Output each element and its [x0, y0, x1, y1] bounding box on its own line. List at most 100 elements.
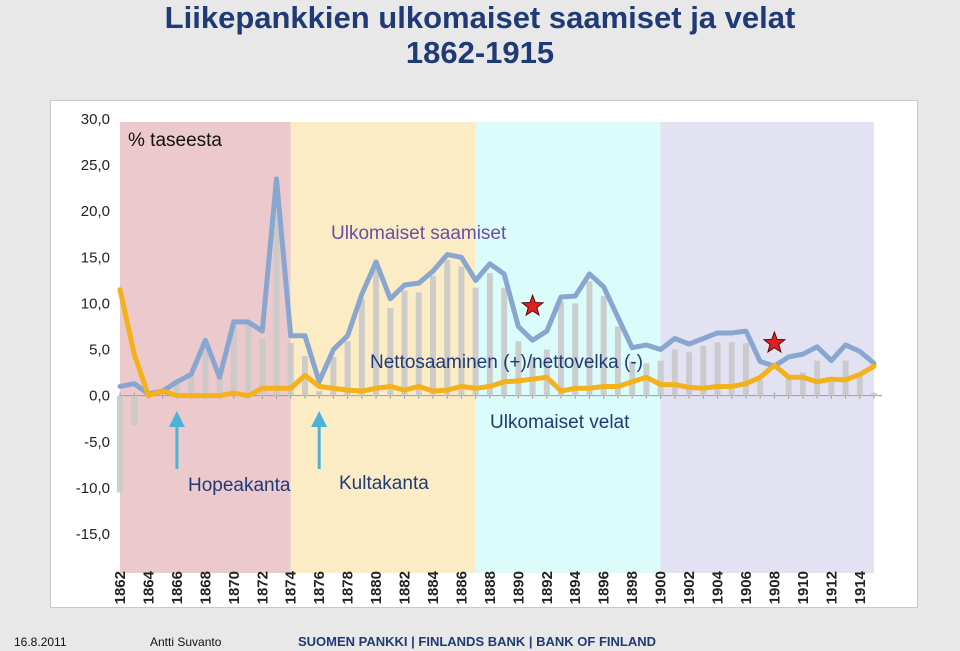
x-tick-label: 1870 [226, 571, 243, 604]
bar-net-position [657, 360, 664, 396]
annotation-kultakanta: Kultakanta [339, 473, 429, 494]
bar-net-position [387, 308, 394, 396]
kultakanta-arrow-head [311, 411, 328, 427]
x-tick-label: 1904 [710, 570, 727, 604]
x-tick-label: 1914 [852, 570, 869, 604]
x-tick-label: 1908 [766, 571, 783, 604]
page-subtitle: 1862-1915 [405, 35, 555, 70]
y-tick-label: -5,0 [84, 434, 110, 451]
x-tick-label: 1880 [368, 571, 385, 604]
bar-net-position [287, 343, 294, 396]
x-tick-label: 1876 [311, 571, 328, 604]
x-tick-label: 1882 [397, 571, 414, 604]
bar-net-position [245, 321, 252, 396]
y-tick-label: -15,0 [76, 526, 110, 543]
x-tick-label: 1878 [340, 571, 357, 604]
bar-net-position [344, 341, 351, 396]
star-1908 [762, 330, 787, 354]
y-tick-label: 5,0 [89, 342, 110, 359]
bar-net-position [373, 269, 380, 396]
x-tick-label: 1892 [539, 571, 556, 604]
x-tick-label: 1896 [596, 571, 613, 604]
series-line-velat [117, 287, 877, 399]
bar-net-position [486, 273, 493, 396]
x-tick-label: 1868 [197, 571, 214, 604]
footer-organization: SUOMEN PANKKI | FINLANDS BANK | BANK OF … [298, 634, 657, 649]
bar-net-position [515, 341, 522, 396]
y-tick-label: 30,0 [81, 111, 110, 128]
bar-net-position [316, 391, 323, 396]
bar-net-position [472, 287, 479, 396]
bar-net-position [401, 290, 408, 396]
bar-net-position [529, 356, 536, 396]
x-tick-label: 1890 [510, 571, 527, 604]
bar-net-position [429, 275, 436, 396]
bar-net-position [558, 301, 565, 396]
bar-net-position [785, 375, 792, 396]
period-band-3 [660, 122, 874, 573]
footer-date: 16.8.2011 [14, 635, 67, 649]
bar-net-position [131, 395, 138, 426]
footer-author: Antti Suvanto [150, 635, 222, 649]
annotation-hopeakanta: Hopeakanta [188, 475, 291, 496]
x-tick-label: 1872 [254, 571, 271, 604]
y-tick-label: 10,0 [81, 295, 110, 312]
bar-net-position [671, 349, 678, 396]
bar-net-position [330, 356, 337, 396]
bar-net-position [629, 361, 636, 396]
bar-net-position [814, 360, 821, 396]
x-tick-label: 1864 [140, 570, 157, 604]
bar-net-position [771, 395, 778, 397]
bar-net-position [586, 281, 593, 396]
x-tick-label: 1898 [624, 571, 641, 604]
bar-net-position [856, 372, 863, 396]
bar-net-position [543, 349, 550, 396]
bar-net-position [230, 324, 237, 396]
bar-net-position [614, 326, 621, 396]
y-tick-label: -10,0 [76, 480, 110, 497]
bar-net-position [714, 342, 721, 396]
bar-net-position [501, 287, 508, 396]
bar-net-position [273, 186, 280, 396]
x-tick-label: 1874 [283, 570, 300, 604]
bar-net-position [159, 395, 166, 397]
bar-net-position [444, 260, 451, 396]
bar-net-position [188, 374, 195, 396]
y-tick-label: 20,0 [81, 203, 110, 220]
x-tick-label: 1884 [425, 570, 442, 604]
bar-net-position [458, 266, 465, 396]
x-tick-label: 1862 [112, 571, 129, 604]
bar-net-position [259, 338, 266, 396]
bar-net-position [686, 352, 693, 396]
star-1891 [520, 293, 545, 317]
bar-net-position [799, 372, 806, 396]
bar-net-position [572, 303, 579, 396]
series-line-saamiset [117, 176, 877, 397]
x-tick-label: 1866 [169, 571, 186, 604]
annotation-taseesta: % taseesta [128, 130, 222, 151]
bar-net-position [871, 392, 877, 396]
bar-net-position [600, 296, 607, 396]
x-tick-label: 1906 [738, 571, 755, 604]
x-tick-label: 1894 [567, 570, 584, 604]
annotation-velat: Ulkomaiset velat [490, 412, 630, 433]
bar-net-position [757, 379, 764, 396]
x-tick-label: 1910 [795, 571, 812, 604]
x-tick-label: 1886 [453, 571, 470, 604]
x-tick-label: 1912 [823, 571, 840, 604]
hopeakanta-arrow-head [168, 411, 185, 427]
bar-net-position [173, 381, 180, 396]
bar-net-position [117, 395, 123, 493]
bar-net-position [202, 340, 209, 396]
x-tick-label: 1888 [482, 571, 499, 604]
bar-net-position [415, 292, 422, 396]
y-tick-label: 15,0 [81, 249, 110, 266]
bar-net-position [728, 342, 735, 396]
bar-net-position [828, 377, 835, 396]
bar-net-position [216, 377, 223, 396]
bar-net-position [700, 345, 707, 396]
x-tick-label: 1900 [653, 571, 670, 604]
y-tick-label: 0,0 [89, 388, 110, 405]
y-tick-label: 25,0 [81, 157, 110, 174]
annotation-netto: Nettosaaminen (+)/nettovelka (-) [370, 352, 643, 373]
